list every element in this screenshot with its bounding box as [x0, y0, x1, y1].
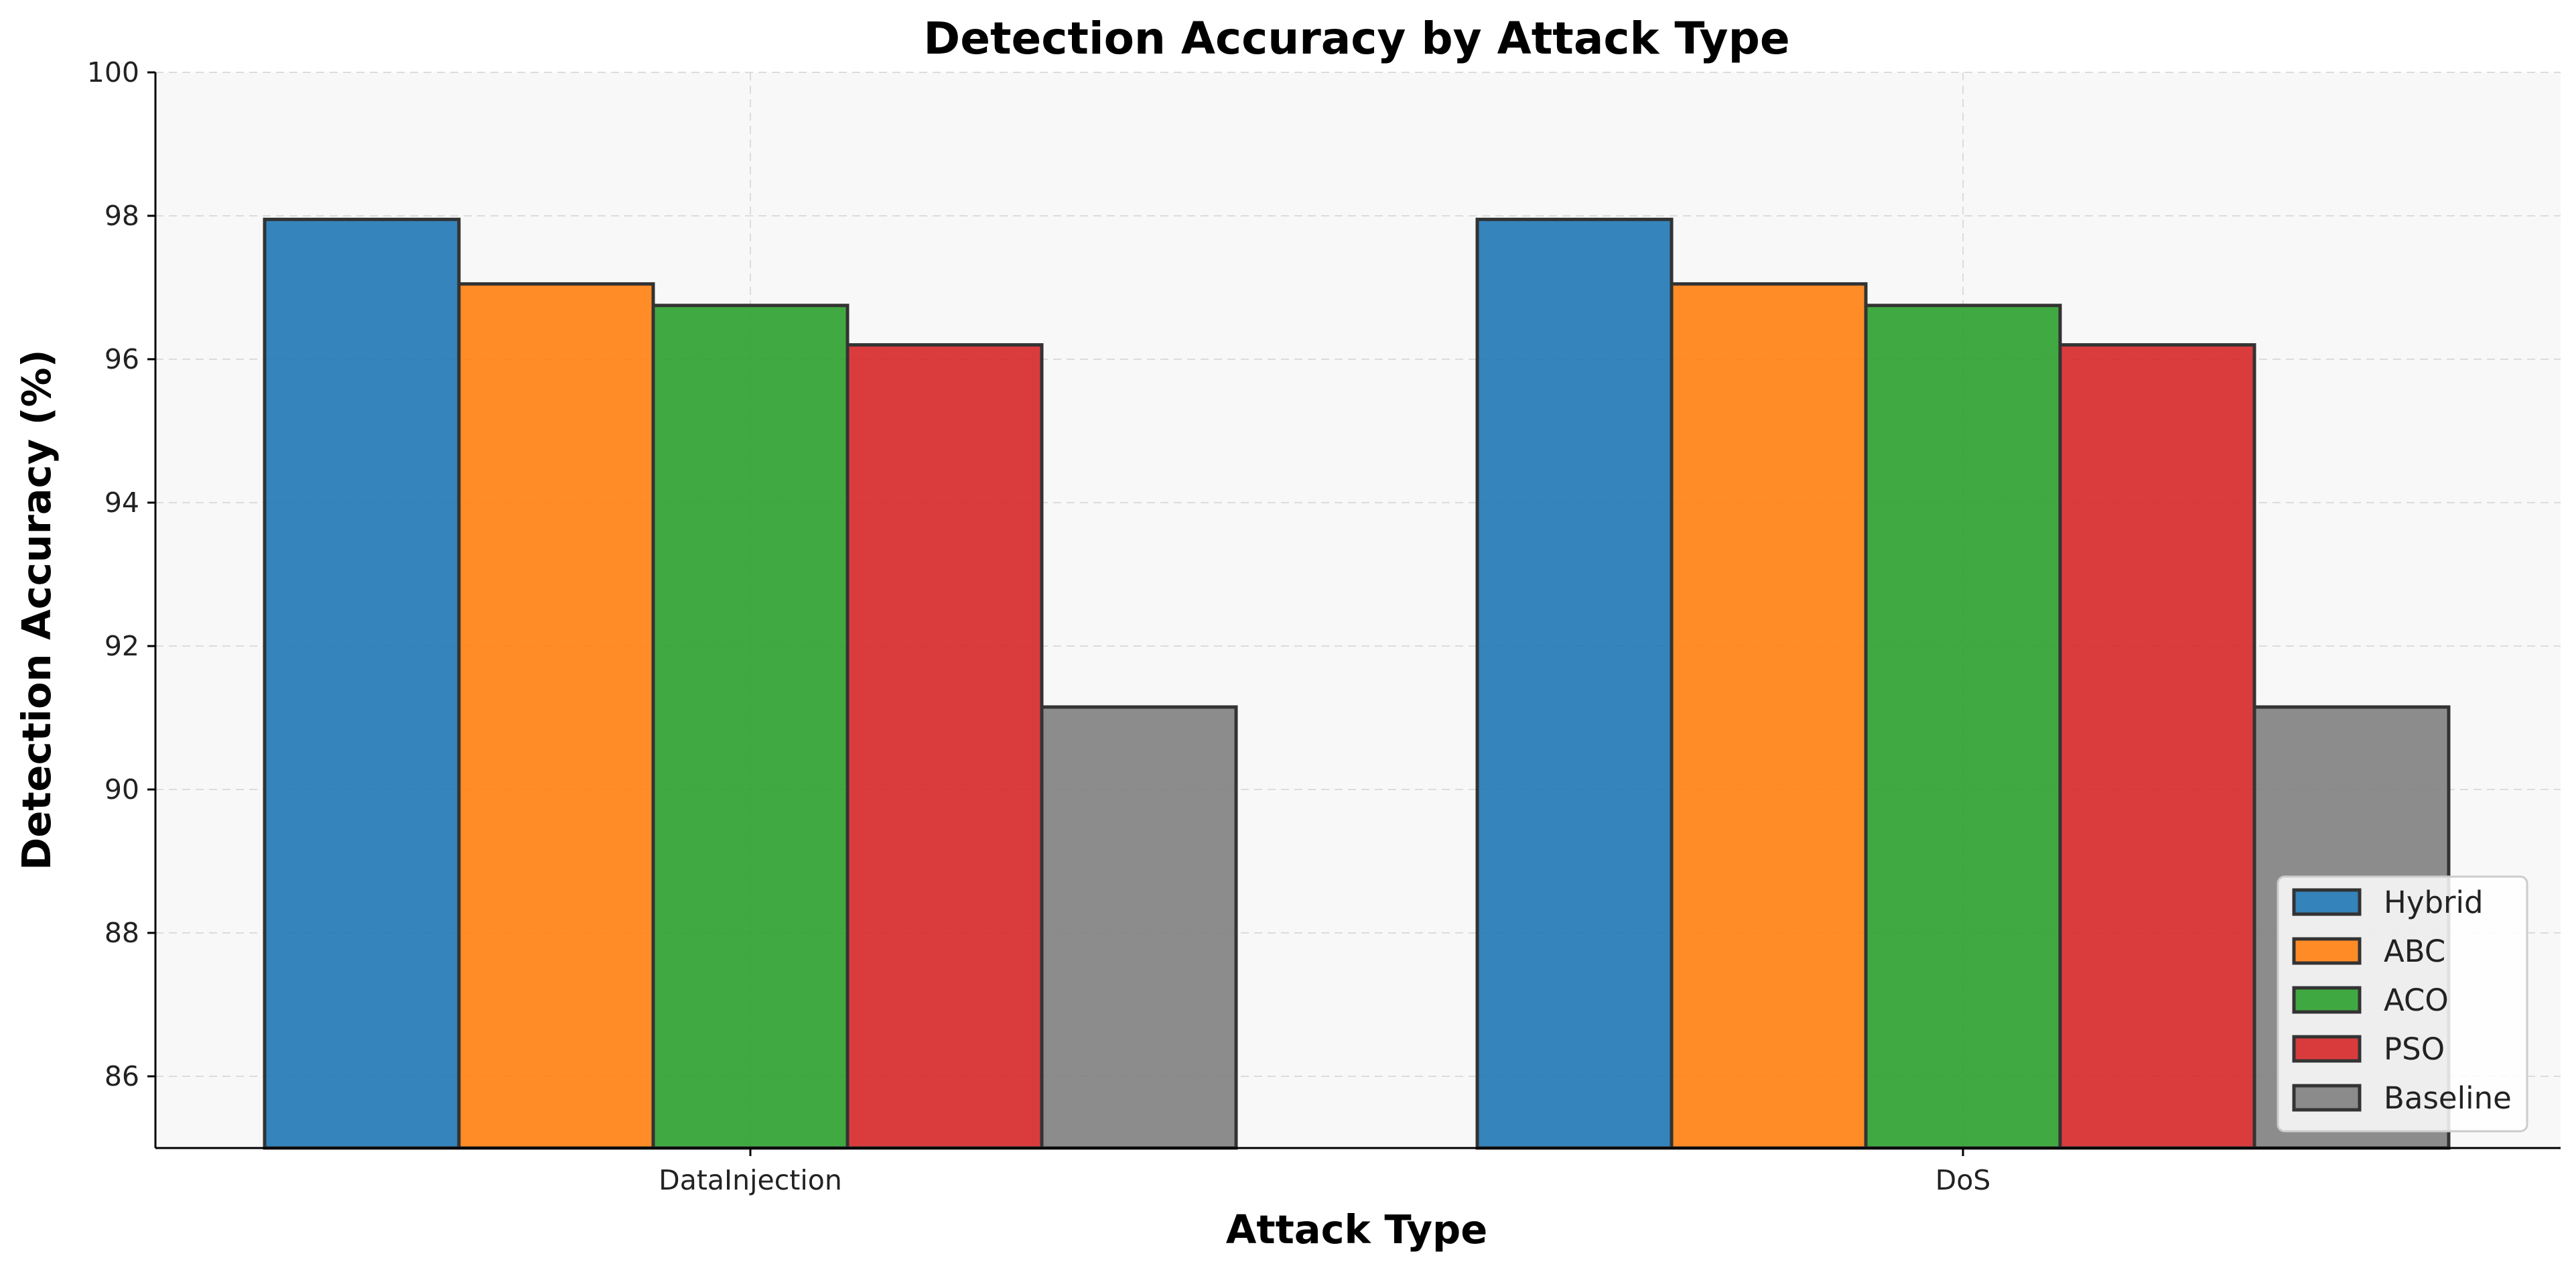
bar-baseline-datainjection: [1040, 705, 1238, 1150]
legend-label-aco: ACO: [2384, 982, 2449, 1018]
legend-swatch-hybrid: [2292, 888, 2362, 916]
x-tick-label: DoS: [1936, 1164, 1991, 1196]
x-tick-label: DataInjection: [659, 1164, 842, 1196]
y-ticks: 86 88 90 92 94 96 98 100: [87, 56, 155, 1092]
legend-swatch-baseline: [2292, 1084, 2362, 1112]
x-axis-label: Attack Type: [1226, 1206, 1488, 1253]
y-tick-label: 94: [105, 487, 139, 519]
bar-hybrid-datainjection: [263, 217, 461, 1150]
legend-swatch-aco: [2292, 986, 2362, 1014]
y-axis-label: Detection Accuracy (%): [13, 349, 60, 870]
bar-abc-datainjection: [457, 282, 655, 1150]
legend-label-baseline: Baseline: [2384, 1080, 2512, 1116]
legend-label-abc: ABC: [2384, 934, 2445, 969]
y-tick-label: 86: [105, 1060, 139, 1092]
y-tick-label: 100: [87, 56, 139, 88]
y-tick-label: 88: [105, 917, 139, 949]
legend: Hybrid ABC ACO PSO Baseline: [2277, 875, 2528, 1133]
chart-title: Detection Accuracy by Attack Type: [923, 13, 1789, 64]
bar-hybrid-dos: [1475, 217, 1674, 1150]
legend-label-hybrid: Hybrid: [2384, 885, 2484, 920]
y-tick-label: 96: [105, 343, 139, 375]
y-tick-label: 92: [105, 630, 139, 662]
legend-label-pso: PSO: [2384, 1031, 2445, 1067]
bar-abc-dos: [1670, 282, 1868, 1150]
bar-pso-datainjection: [845, 343, 1044, 1150]
y-tick-label: 98: [105, 200, 139, 232]
legend-swatch-abc: [2292, 937, 2362, 965]
bar-aco-dos: [1864, 304, 2062, 1150]
bar-aco-datainjection: [651, 304, 850, 1150]
bar-pso-dos: [2058, 343, 2256, 1150]
x-ticks: DataInjection DoS: [659, 1148, 1990, 1196]
y-tick-label: 90: [105, 773, 139, 806]
legend-swatch-pso: [2292, 1035, 2362, 1063]
